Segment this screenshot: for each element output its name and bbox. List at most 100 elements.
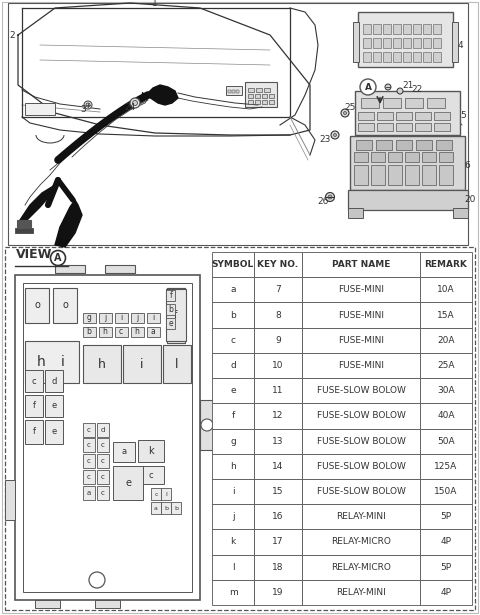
Text: 16: 16	[272, 512, 284, 522]
Bar	[396, 123, 412, 131]
Bar	[15, 275, 200, 600]
Bar	[433, 24, 441, 34]
Text: h: h	[134, 328, 139, 336]
Text: FUSE-MINI: FUSE-MINI	[338, 361, 384, 370]
Text: c: c	[154, 491, 158, 496]
Text: c: c	[149, 470, 153, 480]
Bar	[228, 90, 231, 93]
Text: 2: 2	[9, 31, 15, 39]
Text: 14: 14	[272, 462, 284, 471]
Bar	[151, 488, 161, 500]
Circle shape	[86, 103, 90, 107]
Bar	[95, 600, 120, 608]
Bar	[269, 94, 274, 98]
Bar	[434, 112, 450, 120]
Text: KEY NO.: KEY NO.	[257, 260, 299, 269]
Bar	[302, 378, 420, 403]
Bar	[302, 429, 420, 454]
Text: m: m	[228, 588, 238, 597]
Bar	[131, 313, 144, 323]
Bar	[161, 502, 171, 514]
Bar	[302, 504, 420, 530]
Bar	[393, 52, 401, 62]
Text: REMARK: REMARK	[425, 260, 468, 269]
Text: 25: 25	[344, 103, 356, 113]
Bar	[302, 303, 420, 328]
Text: e: e	[51, 427, 57, 437]
Circle shape	[341, 109, 349, 117]
Text: c: c	[101, 490, 105, 496]
Text: d: d	[101, 427, 105, 433]
Bar	[254, 580, 302, 605]
Text: c: c	[119, 328, 123, 336]
Bar	[363, 52, 371, 62]
Bar	[396, 112, 412, 120]
Text: j: j	[136, 314, 138, 322]
Bar	[405, 152, 419, 162]
Text: 19: 19	[272, 588, 284, 597]
Bar	[83, 423, 95, 437]
Text: 4P: 4P	[441, 588, 452, 597]
Text: 12: 12	[272, 411, 284, 421]
Bar	[212, 252, 254, 277]
Text: 24: 24	[124, 103, 136, 113]
Bar	[212, 479, 254, 504]
Circle shape	[50, 250, 65, 266]
Bar	[420, 353, 472, 378]
Text: 7: 7	[275, 285, 281, 295]
Bar	[212, 353, 254, 378]
Bar	[212, 504, 254, 530]
Text: a: a	[87, 490, 91, 496]
Text: g: g	[86, 314, 91, 322]
Text: 26: 26	[317, 197, 329, 205]
Bar	[248, 88, 254, 92]
Bar	[45, 420, 63, 444]
Circle shape	[201, 419, 213, 431]
Bar	[83, 470, 95, 484]
Text: VIEW: VIEW	[16, 248, 52, 261]
Bar	[5, 247, 475, 610]
Text: 20: 20	[464, 196, 476, 205]
Bar	[452, 22, 458, 62]
Bar	[302, 328, 420, 353]
Text: e: e	[168, 319, 173, 328]
Bar	[269, 100, 274, 104]
Text: PART NAME: PART NAME	[332, 260, 390, 269]
Circle shape	[331, 131, 339, 139]
Bar	[138, 440, 164, 462]
Bar	[373, 38, 381, 48]
Bar	[415, 123, 431, 131]
Bar	[212, 454, 254, 479]
Bar	[123, 345, 161, 383]
Text: c: c	[87, 474, 91, 480]
Bar	[212, 277, 254, 303]
Bar	[373, 52, 381, 62]
Text: f: f	[169, 290, 172, 300]
Bar	[254, 277, 302, 303]
Text: c: c	[101, 458, 105, 464]
Text: 4: 4	[457, 41, 463, 49]
Bar	[212, 530, 254, 555]
Bar	[99, 313, 112, 323]
Bar	[363, 24, 371, 34]
Bar	[167, 288, 185, 343]
Text: i: i	[140, 357, 144, 370]
Bar	[212, 580, 254, 605]
Bar	[415, 112, 431, 120]
Bar	[25, 103, 55, 115]
Text: c: c	[32, 376, 36, 386]
Bar	[302, 479, 420, 504]
Bar	[413, 24, 421, 34]
Bar	[254, 353, 302, 378]
Bar	[423, 38, 431, 48]
Text: 125A: 125A	[434, 462, 457, 471]
Bar	[254, 328, 302, 353]
Text: 10A: 10A	[437, 285, 455, 295]
Bar	[434, 123, 450, 131]
Bar	[212, 429, 254, 454]
Bar	[363, 38, 371, 48]
Text: RELAY-MINI: RELAY-MINI	[336, 588, 386, 597]
Text: i: i	[120, 314, 122, 322]
Bar	[248, 100, 253, 104]
Bar	[147, 327, 160, 337]
